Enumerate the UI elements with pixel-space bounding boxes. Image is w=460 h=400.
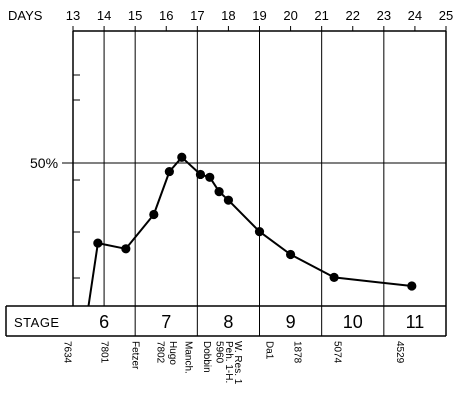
- x-tick-label: 24: [408, 8, 422, 23]
- embryo-label: Fetzer: [130, 341, 141, 370]
- x-tick-label: 25: [439, 8, 453, 23]
- stage-label: 9: [286, 312, 296, 332]
- embryo-label: 5960: [214, 341, 225, 364]
- embryo-label: 4529: [394, 341, 405, 364]
- x-tick-label: 21: [314, 8, 328, 23]
- series-line: [87, 156, 412, 307]
- x-tick-label: 23: [377, 8, 391, 23]
- data-point: [329, 272, 339, 282]
- data-point: [223, 195, 234, 205]
- grid-layer: [103, 31, 385, 336]
- embryo-label: 7802: [155, 341, 166, 364]
- stage-label: 8: [223, 312, 233, 332]
- x-tick-label: 19: [252, 8, 266, 23]
- embryo-label: 5074: [332, 341, 343, 364]
- data-point: [149, 209, 159, 220]
- data-point: [177, 152, 187, 162]
- stage-label: 7: [161, 312, 171, 332]
- x-tick-label: 17: [190, 8, 204, 23]
- embryo-label: Da1: [263, 341, 274, 360]
- embryo-label: Peh. 1-H.: [223, 341, 234, 383]
- embryo-label: W. Res. 1: [232, 341, 243, 385]
- series-layer: [87, 152, 417, 307]
- x-tick-label: 15: [128, 8, 142, 23]
- data-point: [407, 281, 417, 291]
- x-tick-label: 22: [346, 8, 360, 23]
- x-tick-label: 18: [221, 8, 235, 23]
- embryo-label: 1878: [291, 341, 302, 364]
- x-axis-label: DAYS: [8, 8, 43, 23]
- stage-label: 10: [343, 312, 363, 332]
- text-layer: 13 14 15 16 17 18 19 20 21 22 23 24 25 DAYS 50% STAGE 6 7…: [8, 8, 453, 385]
- data-point: [205, 172, 215, 182]
- reference-label: 50%: [30, 155, 58, 171]
- data-point: [195, 169, 206, 180]
- data-point: [214, 187, 224, 197]
- x-tick-label: 13: [66, 8, 80, 23]
- data-point: [254, 227, 265, 237]
- data-point: [93, 238, 103, 248]
- embryo-label: Hugo: [167, 341, 178, 365]
- frame-layer: [5, 26, 447, 337]
- x-tick-label: 16: [159, 8, 173, 23]
- embryo-label: 7634: [61, 341, 72, 364]
- stage-row-label: STAGE: [14, 315, 60, 330]
- data-point: [121, 244, 131, 254]
- data-point: [164, 166, 174, 177]
- embryo-label: 7801: [99, 341, 110, 364]
- data-point: [285, 249, 296, 260]
- x-tick-label: 20: [283, 8, 297, 23]
- embryo-label: Dobbin: [201, 341, 212, 373]
- embryo-label: Manch.: [183, 341, 194, 374]
- stage-label: 6: [99, 312, 109, 332]
- x-tick-label: 14: [97, 8, 111, 23]
- stage-label: 11: [406, 312, 425, 332]
